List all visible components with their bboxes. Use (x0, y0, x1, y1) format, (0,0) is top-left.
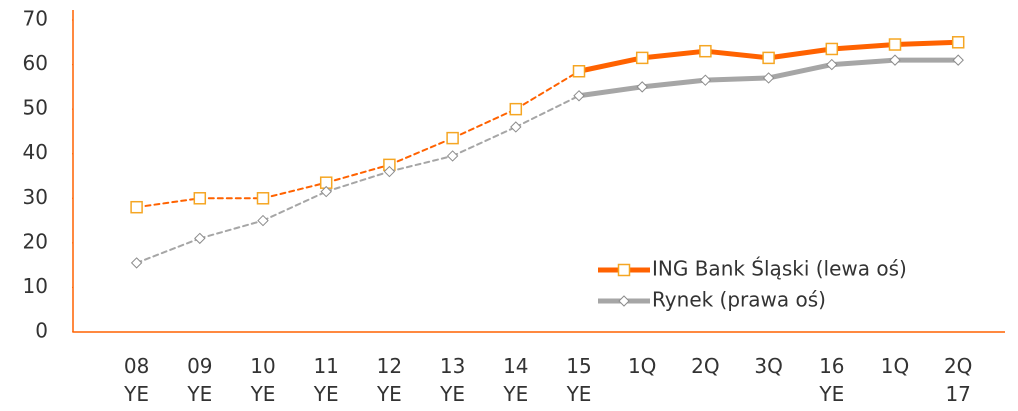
point (951, 36, 965, 49)
point (635, 51, 649, 65)
line-segment (262, 181, 328, 200)
y-tick-label: 70 (23, 7, 48, 31)
point (636, 81, 648, 93)
point (617, 263, 631, 277)
point (509, 102, 523, 116)
x-tick-label: 16 YE (819, 354, 845, 406)
x-tick-label: 13 YE (439, 354, 466, 406)
x-tick-label: 2Q (691, 354, 720, 378)
line-segment (451, 125, 517, 157)
y-tick-label: 30 (23, 185, 48, 209)
x-tick-label: 12 YE (376, 354, 403, 406)
point (383, 165, 396, 178)
line-segment (702, 75, 772, 83)
line-segment (514, 70, 580, 111)
line-segment (198, 219, 264, 240)
point (256, 192, 270, 205)
point (573, 90, 585, 102)
x-tick-label: 08 YE (123, 354, 150, 406)
line-segment (829, 42, 898, 52)
line-segment (766, 46, 835, 61)
point (257, 214, 269, 227)
point (699, 74, 712, 86)
line-segment (451, 108, 517, 140)
point (618, 295, 630, 307)
x-tick-label: 1Q (627, 354, 657, 378)
line-segment (576, 84, 645, 99)
point (572, 65, 586, 78)
point (446, 131, 459, 145)
line-segment (325, 163, 391, 184)
x-tick-label: 14 YE (503, 354, 529, 406)
line-segment (388, 154, 454, 173)
line-segment (262, 190, 328, 222)
line-segment (829, 57, 898, 68)
legend-label: Rynek (prawa oś) (652, 288, 826, 312)
x-tick-label: 09 YE (187, 354, 213, 406)
x-tick-label: 2Q 17 (943, 354, 973, 406)
point (889, 54, 901, 66)
point (320, 185, 332, 198)
y-tick-label: 40 (23, 140, 48, 164)
point (826, 58, 838, 71)
line-segment (514, 94, 580, 128)
y-tick-label: 0 (35, 319, 48, 343)
point (888, 38, 902, 51)
line-segment (576, 55, 645, 74)
x-tick-label: 11 YE (313, 354, 339, 406)
point (130, 200, 143, 214)
x-tick-label: 3Q (754, 354, 783, 378)
line-segment (325, 170, 391, 193)
line-segment (892, 39, 961, 48)
point (510, 121, 522, 133)
y-tick-label: 60 (23, 51, 48, 75)
point (825, 42, 839, 56)
point (762, 72, 775, 84)
line-segment (702, 48, 772, 61)
y-tick-label: 10 (23, 274, 48, 298)
x-tick-label: 15 YE (566, 354, 592, 406)
x-tick-label: 10 YE (250, 354, 276, 406)
y-tick-label: 50 (23, 96, 48, 120)
line-segment (135, 237, 201, 264)
line-segment (388, 137, 454, 166)
point (762, 51, 775, 65)
y-tick-label: 20 (23, 229, 48, 253)
point (130, 257, 143, 269)
line-segment (766, 62, 835, 81)
point (446, 150, 459, 162)
line-segment (639, 77, 708, 90)
line-segment (135, 197, 201, 209)
line-segment (639, 48, 708, 61)
x-tick-label: 1Q (880, 354, 910, 378)
point (193, 192, 207, 205)
legend-label: ING Bank Śląski (lewa oś) (652, 257, 907, 281)
point (699, 44, 712, 58)
point (194, 232, 206, 245)
point (952, 54, 964, 66)
